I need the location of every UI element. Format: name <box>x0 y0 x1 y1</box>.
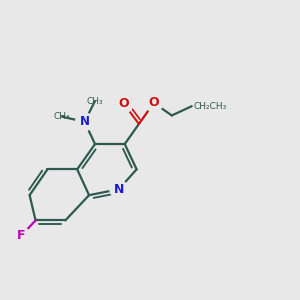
Circle shape <box>115 95 133 113</box>
Text: O: O <box>118 98 129 110</box>
Text: F: F <box>17 230 25 242</box>
Text: CH₃: CH₃ <box>54 112 70 121</box>
Text: CH₃: CH₃ <box>87 97 103 106</box>
Text: N: N <box>114 183 124 196</box>
Circle shape <box>76 113 94 131</box>
Text: CH₂CH₃: CH₂CH₃ <box>193 102 226 111</box>
Circle shape <box>110 180 128 198</box>
Text: N: N <box>80 115 90 128</box>
Text: O: O <box>148 96 159 110</box>
Circle shape <box>145 94 163 112</box>
Circle shape <box>12 227 30 245</box>
